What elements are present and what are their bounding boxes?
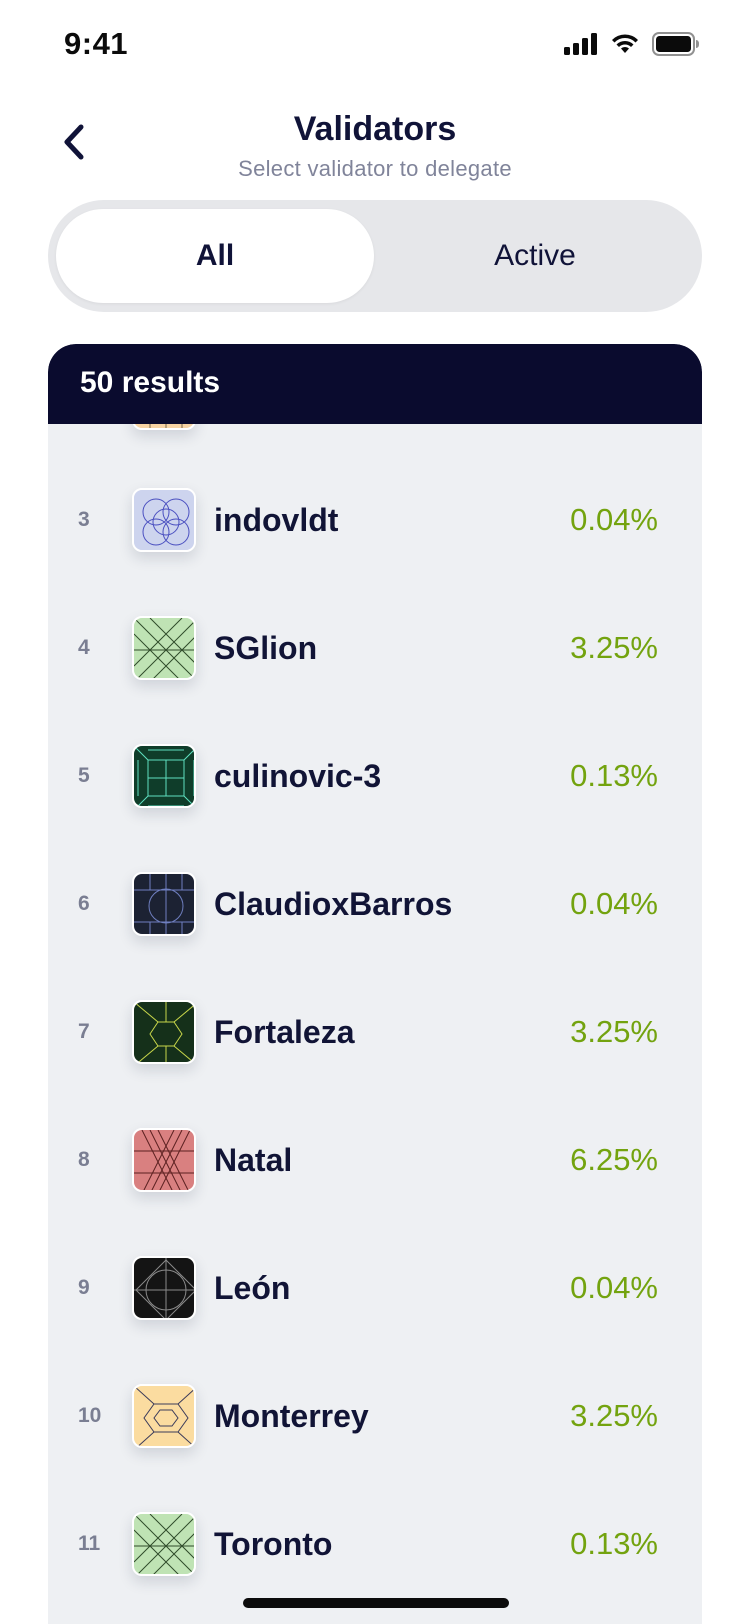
- validator-rank: 7: [78, 1020, 90, 1043]
- validator-avatar: [132, 488, 196, 552]
- validator-avatar: [132, 1512, 196, 1576]
- avatar-lines: [134, 1386, 194, 1446]
- page-title: Validators: [293, 110, 457, 148]
- results-count: 50 results: [80, 366, 221, 399]
- validator-row[interactable]: 11 Toronto 0.13%: [48, 1480, 702, 1608]
- avatar-pattern: [134, 746, 194, 806]
- validator-percent: 0.04%: [570, 502, 658, 537]
- avatar-bg: [134, 1386, 194, 1446]
- validator-avatar: [132, 744, 196, 808]
- validator-percent: 6.25%: [570, 1142, 658, 1177]
- validator-rank: 6: [78, 892, 90, 915]
- avatar-lines: [142, 498, 190, 546]
- validator-percent: 0.13%: [570, 1526, 658, 1561]
- avatar-pattern: [134, 874, 194, 934]
- validator-row[interactable]: 6 ClaudioxBarros 0.04%: [48, 840, 702, 968]
- avatar-pattern: [134, 1258, 194, 1318]
- status-bar: 9:41: [0, 0, 750, 92]
- avatar-bg: [134, 1258, 194, 1318]
- validator-row[interactable]: 3 indovldt 0.04%: [48, 456, 702, 584]
- validator-name: Monterrey: [214, 1398, 369, 1434]
- filter-segmented-control: All Active: [48, 200, 702, 312]
- validator-percent: 3.25%: [570, 1398, 658, 1433]
- avatar-lines: [134, 1514, 194, 1574]
- avatar-pattern: [134, 1002, 194, 1062]
- validator-rank: 11: [78, 1532, 101, 1555]
- avatar-bg: [134, 1130, 194, 1190]
- validator-avatar: [132, 1128, 196, 1192]
- validator-row[interactable]: 10 Monterrey 3.25%: [48, 1352, 702, 1480]
- battery-icon: [652, 32, 700, 61]
- validator-rank: 10: [78, 1404, 102, 1427]
- page-subtitle: Select validator to delegate: [238, 156, 512, 181]
- validator-rank: 8: [78, 1148, 90, 1171]
- validator-name: SGlion: [214, 630, 318, 666]
- validator-name: Natal: [214, 1142, 293, 1178]
- validator-name: León: [214, 1270, 291, 1306]
- avatar-lines: [134, 874, 194, 934]
- results-header: 50 results: [48, 344, 702, 424]
- validator-row[interactable]: 8 Natal 6.25%: [48, 1096, 702, 1224]
- validator-avatar: [132, 1256, 196, 1320]
- avatar-lines: [134, 1002, 194, 1062]
- validator-rank: 3: [78, 508, 90, 531]
- validator-rank: 9: [78, 1276, 90, 1299]
- avatar-lines: [134, 1130, 194, 1190]
- avatar-pattern: [134, 1130, 194, 1190]
- avatar-pattern: [134, 490, 194, 550]
- validator-name: Toronto: [214, 1526, 333, 1562]
- results-panel: 50 results 3: [48, 344, 702, 1624]
- avatar-pattern: [134, 1514, 194, 1574]
- validator-rank: 5: [78, 764, 90, 787]
- validator-row[interactable]: 4 SGlion 3.25%: [48, 584, 702, 712]
- home-indicator: [243, 1598, 509, 1608]
- avatar-lines: [134, 746, 194, 806]
- avatar-pattern: [134, 1386, 194, 1446]
- validator-row[interactable]: 5 culinovic-3 0.13%: [48, 712, 702, 840]
- validator-avatar: [132, 1384, 196, 1448]
- avatar-bg: [134, 490, 194, 550]
- validator-avatar: [132, 1000, 196, 1064]
- avatar-lines: [134, 1258, 194, 1318]
- validator-name: culinovic-3: [214, 758, 382, 794]
- chevron-left-icon: [61, 123, 87, 166]
- avatar-bg: [134, 874, 194, 934]
- validator-name: ClaudioxBarros: [214, 886, 453, 922]
- wifi-icon: [610, 33, 640, 60]
- validator-percent: 0.04%: [570, 1270, 658, 1305]
- validator-row[interactable]: 9 León 0.04%: [48, 1224, 702, 1352]
- avatar-lines: [134, 618, 194, 678]
- validator-avatar: [132, 872, 196, 936]
- validator-avatar: [132, 616, 196, 680]
- nav-header: Validators Select validator to delegate: [0, 100, 750, 190]
- validator-row[interactable]: 7 Fortaleza 3.25%: [48, 968, 702, 1096]
- validator-percent: 0.04%: [570, 886, 658, 921]
- validator-list[interactable]: 3 indovldt 0.04% 4: [48, 344, 702, 1624]
- validator-percent: 0.13%: [570, 758, 658, 793]
- avatar-pattern: [134, 618, 194, 678]
- status-icons: [564, 32, 700, 61]
- validator-name: indovldt: [214, 502, 339, 538]
- validator-name: Fortaleza: [214, 1014, 355, 1050]
- back-button[interactable]: [54, 120, 94, 168]
- validator-percent: 3.25%: [570, 1014, 658, 1049]
- avatar-bg: [134, 1002, 194, 1062]
- tab-active[interactable]: Active: [494, 239, 576, 272]
- validator-rank: 4: [78, 636, 90, 659]
- signal-icon: [564, 33, 598, 60]
- validator-percent: 3.25%: [570, 630, 658, 665]
- status-time: 9:41: [64, 26, 129, 61]
- tab-all[interactable]: All: [56, 209, 374, 303]
